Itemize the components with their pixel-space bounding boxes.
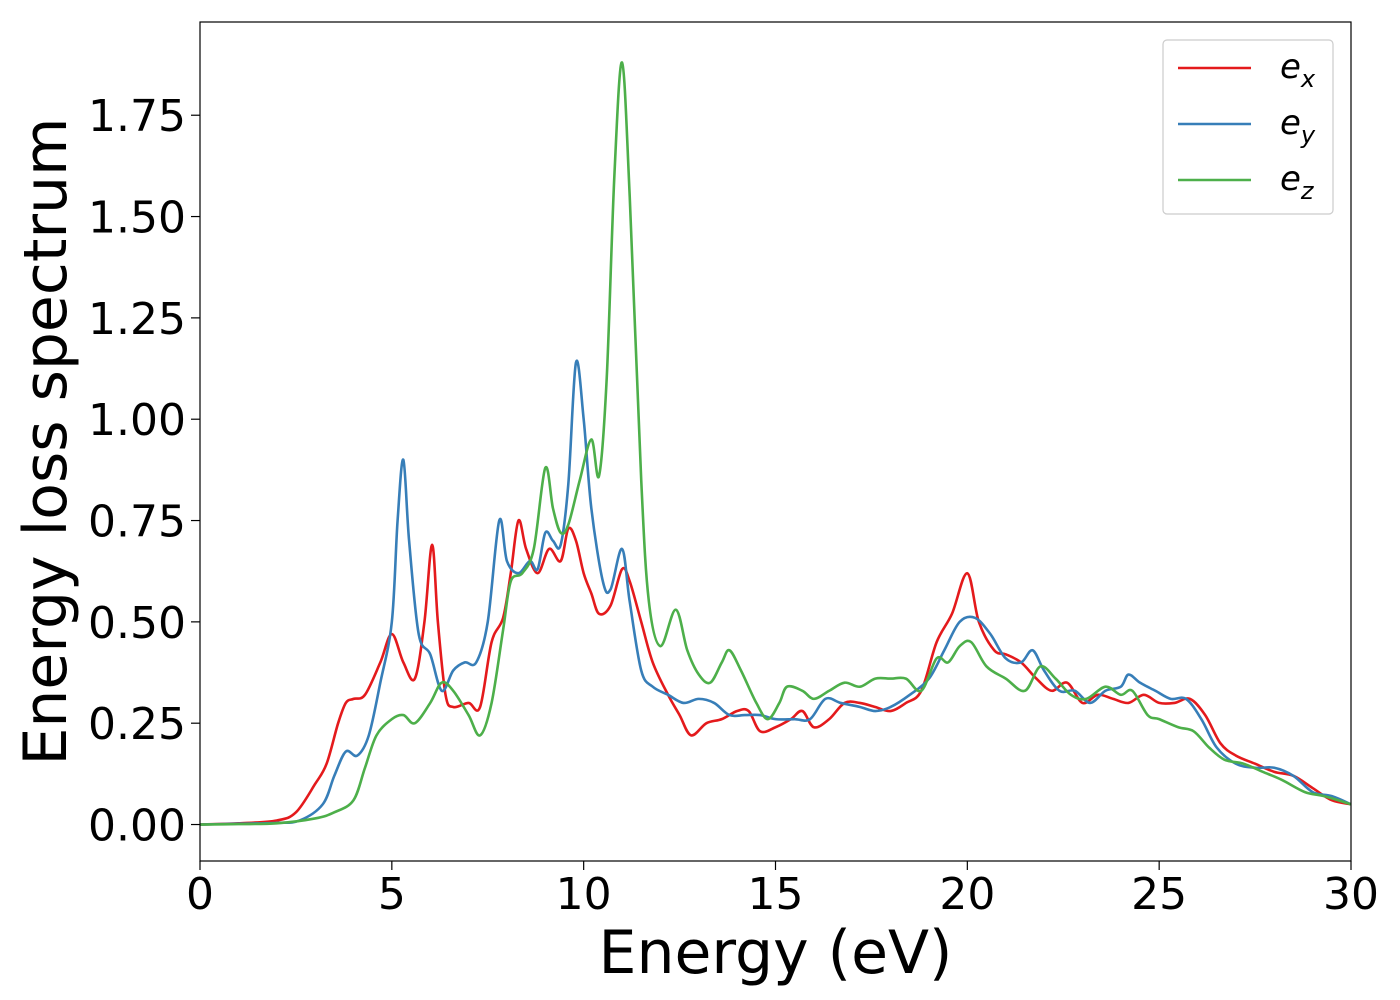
series-line-z — [200, 61, 1351, 826]
series-line-x — [200, 518, 1351, 826]
x-tick-label: 25 — [1131, 869, 1187, 920]
series-layer — [200, 61, 1351, 826]
legend-label-y: ey — [1280, 103, 1316, 149]
x-tick-label: 10 — [556, 869, 612, 920]
x-axis: 0 5 10 15 20 25 30 — [186, 861, 1379, 920]
legend: ex ey ez — [1162, 39, 1334, 215]
y-tick-label: 0.75 — [88, 497, 186, 548]
y-tick-label: 1.00 — [88, 395, 186, 446]
y-axis-title: Energy loss spectrum — [11, 117, 81, 765]
legend-label-z: ez — [1280, 159, 1315, 205]
legend-label-x: ex — [1280, 47, 1316, 93]
x-tick-label: 15 — [748, 869, 804, 920]
x-axis-title: Energy (eV) — [599, 918, 953, 988]
series-line-y — [200, 359, 1351, 826]
y-tick-label: 1.75 — [88, 91, 186, 142]
y-tick-label: 0.25 — [88, 699, 186, 750]
legend-box — [1162, 39, 1334, 215]
x-tick-label: 30 — [1323, 869, 1379, 920]
x-tick-label: 5 — [378, 869, 406, 920]
y-tick-label: 0.50 — [88, 598, 186, 649]
x-tick-label: 0 — [186, 869, 214, 920]
y-axis: 0.00 0.25 0.50 0.75 1.00 1.25 1.50 1.75 — [88, 91, 200, 852]
y-tick-label: 0.00 — [88, 801, 186, 852]
x-tick-label: 20 — [939, 869, 995, 920]
y-tick-label: 1.50 — [88, 193, 186, 244]
y-tick-label: 1.25 — [88, 294, 186, 345]
